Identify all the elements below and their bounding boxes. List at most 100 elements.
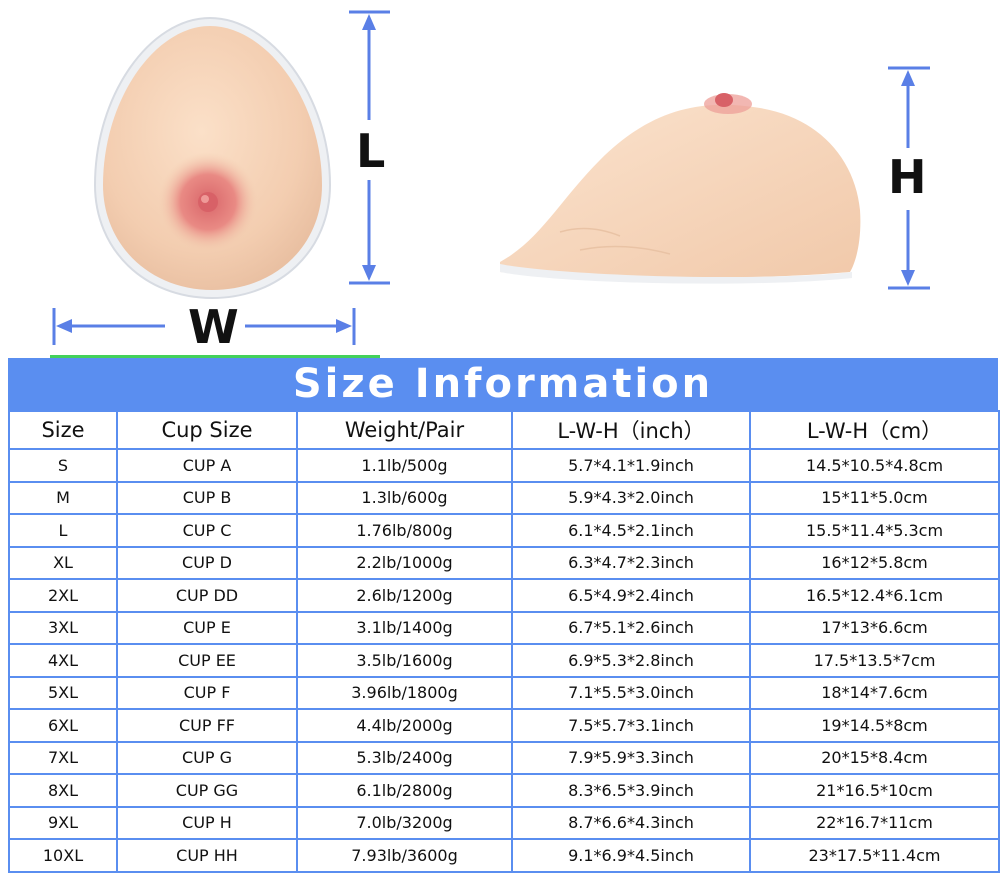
table-row: 9XL CUP H 7.0lb/3200g 8.7*6.6*4.3inch 22*16.… — [8, 805, 1000, 840]
front-view-prosthesis — [93, 16, 332, 300]
lwh-inch-cell: 7.5*5.7*3.1inch — [511, 708, 751, 743]
size-table: Size Cup Size Weight/Pair L-W-H（inch） L-… — [8, 410, 1000, 873]
size-cell: 4XL — [8, 643, 118, 678]
header-cup-size: Cup Size — [116, 410, 298, 450]
lwh-inch-cell: 7.9*5.9*3.3inch — [511, 740, 751, 775]
length-arrow — [349, 10, 390, 285]
lwh-inch-cell: 6.9*5.3*2.8inch — [511, 643, 751, 678]
size-cell: 5XL — [8, 675, 118, 710]
lwh-cm-cell: 14.5*10.5*4.8cm — [749, 448, 1000, 483]
header-size: Size — [8, 410, 118, 450]
divider-line — [50, 355, 380, 358]
weight-cell: 2.6lb/1200g — [296, 578, 513, 613]
table-row: L CUP C 1.76lb/800g 6.1*4.5*2.1inch 15.5*11.… — [8, 513, 1000, 548]
lwh-inch-cell: 6.3*4.7*2.3inch — [511, 545, 751, 580]
lwh-cm-cell: 16.5*12.4*6.1cm — [749, 578, 1000, 613]
table-row: 4XL CUP EE 3.5lb/1600g 6.9*5.3*2.8inch 17.5*… — [8, 643, 1000, 678]
table-row: 7XL CUP G 5.3lb/2400g 7.9*5.9*3.3inch 20*15*… — [8, 740, 1000, 775]
lwh-inch-cell: 6.1*4.5*2.1inch — [511, 513, 751, 548]
lwh-inch-cell: 6.7*5.1*2.6inch — [511, 610, 751, 645]
header-lwh-inch: L-W-H（inch） — [511, 410, 751, 450]
lwh-inch-cell: 9.1*6.9*4.5inch — [511, 838, 751, 873]
weight-cell: 3.1lb/1400g — [296, 610, 513, 645]
cup-size-cell: CUP F — [116, 675, 298, 710]
cup-size-cell: CUP A — [116, 448, 298, 483]
side-view-prosthesis — [500, 93, 861, 284]
header-row: Size Cup Size Weight/Pair L-W-H（inch） L-… — [8, 410, 1000, 450]
table-title-bar: Size Information — [8, 358, 998, 410]
lwh-cm-cell: 21*16.5*10cm — [749, 773, 1000, 808]
table-row: 6XL CUP FF 4.4lb/2000g 7.5*5.7*3.1inch 19*14… — [8, 708, 1000, 743]
weight-cell: 3.96lb/1800g — [296, 675, 513, 710]
weight-cell: 5.3lb/2400g — [296, 740, 513, 775]
cup-size-cell: CUP GG — [116, 773, 298, 808]
height-arrow — [888, 66, 930, 290]
table-row: XL CUP D 2.2lb/1000g 6.3*4.7*2.3inch 16*12*5… — [8, 545, 1000, 580]
table-row: M CUP B 1.3lb/600g 5.9*4.3*2.0inch 15*11*5.0… — [8, 480, 1000, 515]
lwh-inch-cell: 5.9*4.3*2.0inch — [511, 480, 751, 515]
weight-cell: 2.2lb/1000g — [296, 545, 513, 580]
cup-size-cell: CUP H — [116, 805, 298, 840]
cup-size-cell: CUP DD — [116, 578, 298, 613]
cup-size-cell: CUP G — [116, 740, 298, 775]
size-cell: XL — [8, 545, 118, 580]
size-cell: 7XL — [8, 740, 118, 775]
size-cell: M — [8, 480, 118, 515]
cup-size-cell: CUP E — [116, 610, 298, 645]
size-cell: 10XL — [8, 838, 118, 873]
length-label: L — [356, 124, 386, 178]
cup-size-cell: CUP FF — [116, 708, 298, 743]
size-information-table: Size Information Size Cup Size Weight/Pa… — [8, 358, 1000, 873]
header-weight-pair: Weight/Pair — [296, 410, 513, 450]
cup-size-cell: CUP B — [116, 480, 298, 515]
cup-size-cell: CUP EE — [116, 643, 298, 678]
table-row: 5XL CUP F 3.96lb/1800g 7.1*5.5*3.0inch 18*14… — [8, 675, 1000, 710]
lwh-cm-cell: 19*14.5*8cm — [749, 708, 1000, 743]
cup-size-cell: CUP C — [116, 513, 298, 548]
table-row: 8XL CUP GG 6.1lb/2800g 8.3*6.5*3.9inch 21*16… — [8, 773, 1000, 808]
size-cell: L — [8, 513, 118, 548]
lwh-cm-cell: 18*14*7.6cm — [749, 675, 1000, 710]
lwh-cm-cell: 17*13*6.6cm — [749, 610, 1000, 645]
lwh-inch-cell: 5.7*4.1*1.9inch — [511, 448, 751, 483]
size-cell: 9XL — [8, 805, 118, 840]
weight-cell: 7.0lb/3200g — [296, 805, 513, 840]
lwh-cm-cell: 15*11*5.0cm — [749, 480, 1000, 515]
weight-cell: 1.1lb/500g — [296, 448, 513, 483]
size-cell: 2XL — [8, 578, 118, 613]
weight-cell: 4.4lb/2000g — [296, 708, 513, 743]
lwh-cm-cell: 22*16.7*11cm — [749, 805, 1000, 840]
width-label: W — [188, 300, 239, 354]
lwh-inch-cell: 8.7*6.6*4.3inch — [511, 805, 751, 840]
width-arrow — [52, 308, 356, 345]
cup-size-cell: CUP D — [116, 545, 298, 580]
weight-cell: 3.5lb/1600g — [296, 643, 513, 678]
table-row: S CUP A 1.1lb/500g 5.7*4.1*1.9inch 14.5*10.5… — [8, 448, 1000, 483]
product-figure: L W H — [0, 0, 1000, 360]
weight-cell: 6.1lb/2800g — [296, 773, 513, 808]
table-body: S CUP A 1.1lb/500g 5.7*4.1*1.9inch 14.5*10.5… — [8, 448, 1000, 873]
lwh-cm-cell: 17.5*13.5*7cm — [749, 643, 1000, 678]
product-illustration — [52, 10, 930, 345]
size-cell: S — [8, 448, 118, 483]
size-cell: 6XL — [8, 708, 118, 743]
size-cell: 3XL — [8, 610, 118, 645]
table-row: 3XL CUP E 3.1lb/1400g 6.7*5.1*2.6inch 17*13*… — [8, 610, 1000, 645]
lwh-cm-cell: 23*17.5*11.4cm — [749, 838, 1000, 873]
header-lwh-cm: L-W-H（cm） — [749, 410, 1000, 450]
lwh-cm-cell: 16*12*5.8cm — [749, 545, 1000, 580]
lwh-cm-cell: 20*15*8.4cm — [749, 740, 1000, 775]
table-row: 10XL CUP HH 7.93lb/3600g 9.1*6.9*4.5inch 23*… — [8, 838, 1000, 873]
table-row: 2XL CUP DD 2.6lb/1200g 6.5*4.9*2.4inch 16.5*… — [8, 578, 1000, 613]
weight-cell: 1.3lb/600g — [296, 480, 513, 515]
weight-cell: 7.93lb/3600g — [296, 838, 513, 873]
weight-cell: 1.76lb/800g — [296, 513, 513, 548]
lwh-inch-cell: 8.3*6.5*3.9inch — [511, 773, 751, 808]
table-title: Size Information — [292, 361, 714, 407]
cup-size-cell: CUP HH — [116, 838, 298, 873]
lwh-inch-cell: 7.1*5.5*3.0inch — [511, 675, 751, 710]
lwh-cm-cell: 15.5*11.4*5.3cm — [749, 513, 1000, 548]
size-cell: 8XL — [8, 773, 118, 808]
lwh-inch-cell: 6.5*4.9*2.4inch — [511, 578, 751, 613]
height-label: H — [888, 150, 927, 204]
